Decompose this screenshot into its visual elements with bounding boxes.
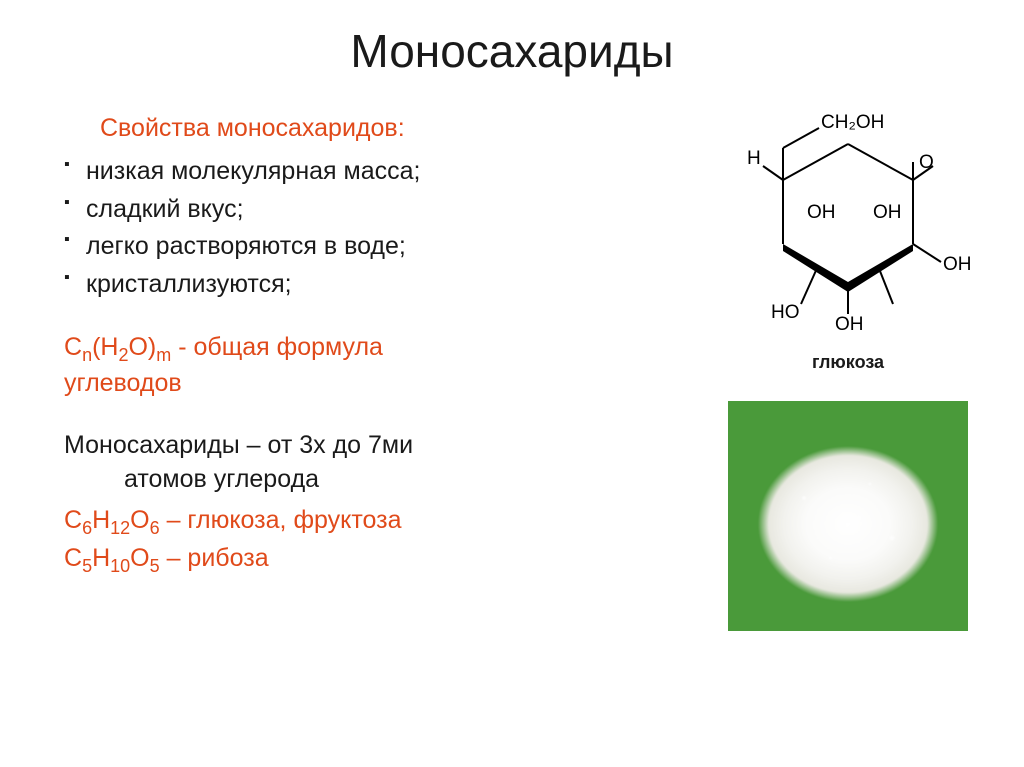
page-title: Моносахариды <box>36 24 988 78</box>
h-label: H <box>747 148 761 169</box>
structure-caption: глюкоза <box>812 352 884 373</box>
examples-block: C6H12O6 – глюкоза, фруктоза C5H10O5 – ри… <box>64 503 684 579</box>
formula-line-1: Cn(H2O)m - общая формула <box>64 331 684 367</box>
content-row: Свойства моносахаридов: низкая молекуляр… <box>36 114 988 631</box>
properties-list: низкая молекулярная масса; сладкий вкус;… <box>64 153 684 303</box>
example-line: C5H10O5 – рибоза <box>64 541 684 579</box>
ch2oh-label: CH₂OH <box>821 114 884 133</box>
definition-block: Моносахариды – от 3х до 7ми атомов углер… <box>64 429 684 497</box>
formula-line-2: углеводов <box>64 367 684 401</box>
powder-pile-icon <box>738 428 958 628</box>
properties-subtitle: Свойства моносахаридов: <box>64 114 684 143</box>
oh-label: OH <box>943 254 972 275</box>
right-column: CH₂OH O H OH OH OH HO OH глюкоза <box>708 114 988 631</box>
generic-formula: Cn(H2O)m - общая формула углеводов <box>64 331 684 401</box>
o-label: O <box>919 152 934 173</box>
list-item: легко растворяются в воде; <box>64 228 684 266</box>
left-column: Свойства моносахаридов: низкая молекуляр… <box>36 114 684 631</box>
definition-line-2: атомов углерода <box>64 463 684 497</box>
definition-line-1: Моносахариды – от 3х до 7ми <box>64 429 684 463</box>
oh-label: OH <box>807 202 836 223</box>
list-item: низкая молекулярная масса; <box>64 153 684 191</box>
glucose-structure-icon: CH₂OH O H OH OH OH HO OH <box>723 114 973 334</box>
oh-label: OH <box>873 202 902 223</box>
ho-label: HO <box>771 302 800 323</box>
oh-label: OH <box>835 314 864 334</box>
example-line: C6H12O6 – глюкоза, фруктоза <box>64 503 684 541</box>
glucose-powder-photo <box>728 401 968 631</box>
list-item: кристаллизуются; <box>64 266 684 304</box>
list-item: сладкий вкус; <box>64 191 684 229</box>
